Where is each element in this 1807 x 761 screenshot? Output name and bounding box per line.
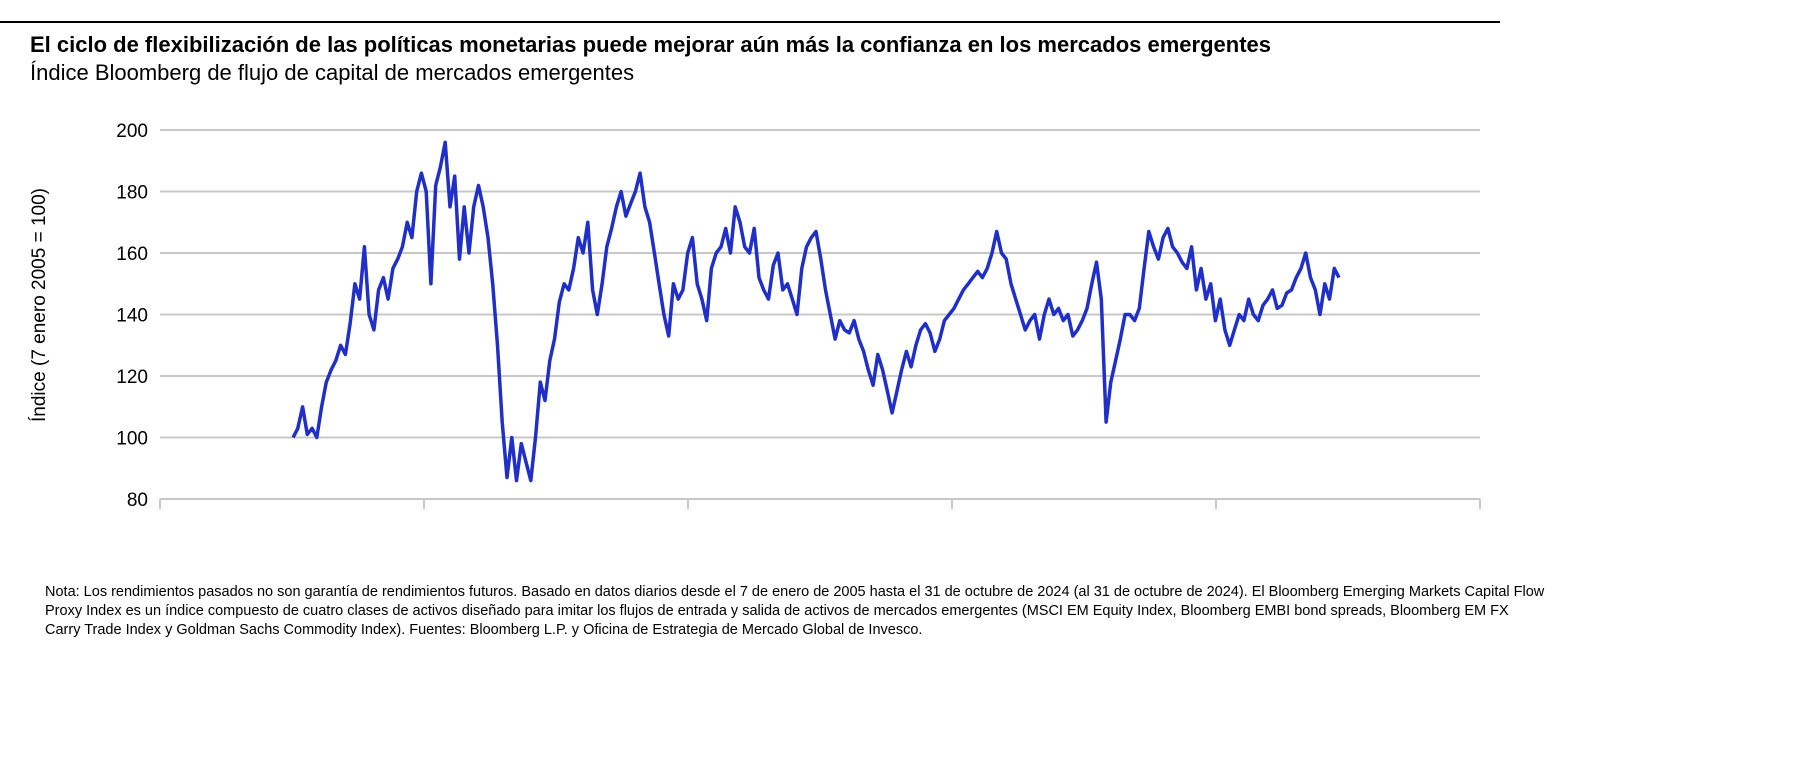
y-tick-label: 160: [116, 244, 148, 265]
y-tick-label: 200: [116, 121, 148, 142]
chart-title: El ciclo de flexibilización de las polít…: [30, 32, 1271, 57]
chart-subtitle: Índice Bloomberg de flujo de capital de …: [30, 60, 635, 85]
line-chart: 80 100 120 140 160 180 200: [116, 121, 1481, 511]
y-tick-label: 140: [116, 306, 148, 327]
top-rule: [0, 21, 1500, 23]
y-tick-label: 80: [127, 490, 148, 511]
y-tick-label: 120: [116, 367, 148, 388]
y-tick-label: 100: [116, 429, 148, 450]
y-tick-label: 180: [116, 183, 148, 204]
footnote: Nota: Los rendimientos pasados no son ga…: [45, 584, 1545, 638]
series-line: [291, 140, 1341, 483]
